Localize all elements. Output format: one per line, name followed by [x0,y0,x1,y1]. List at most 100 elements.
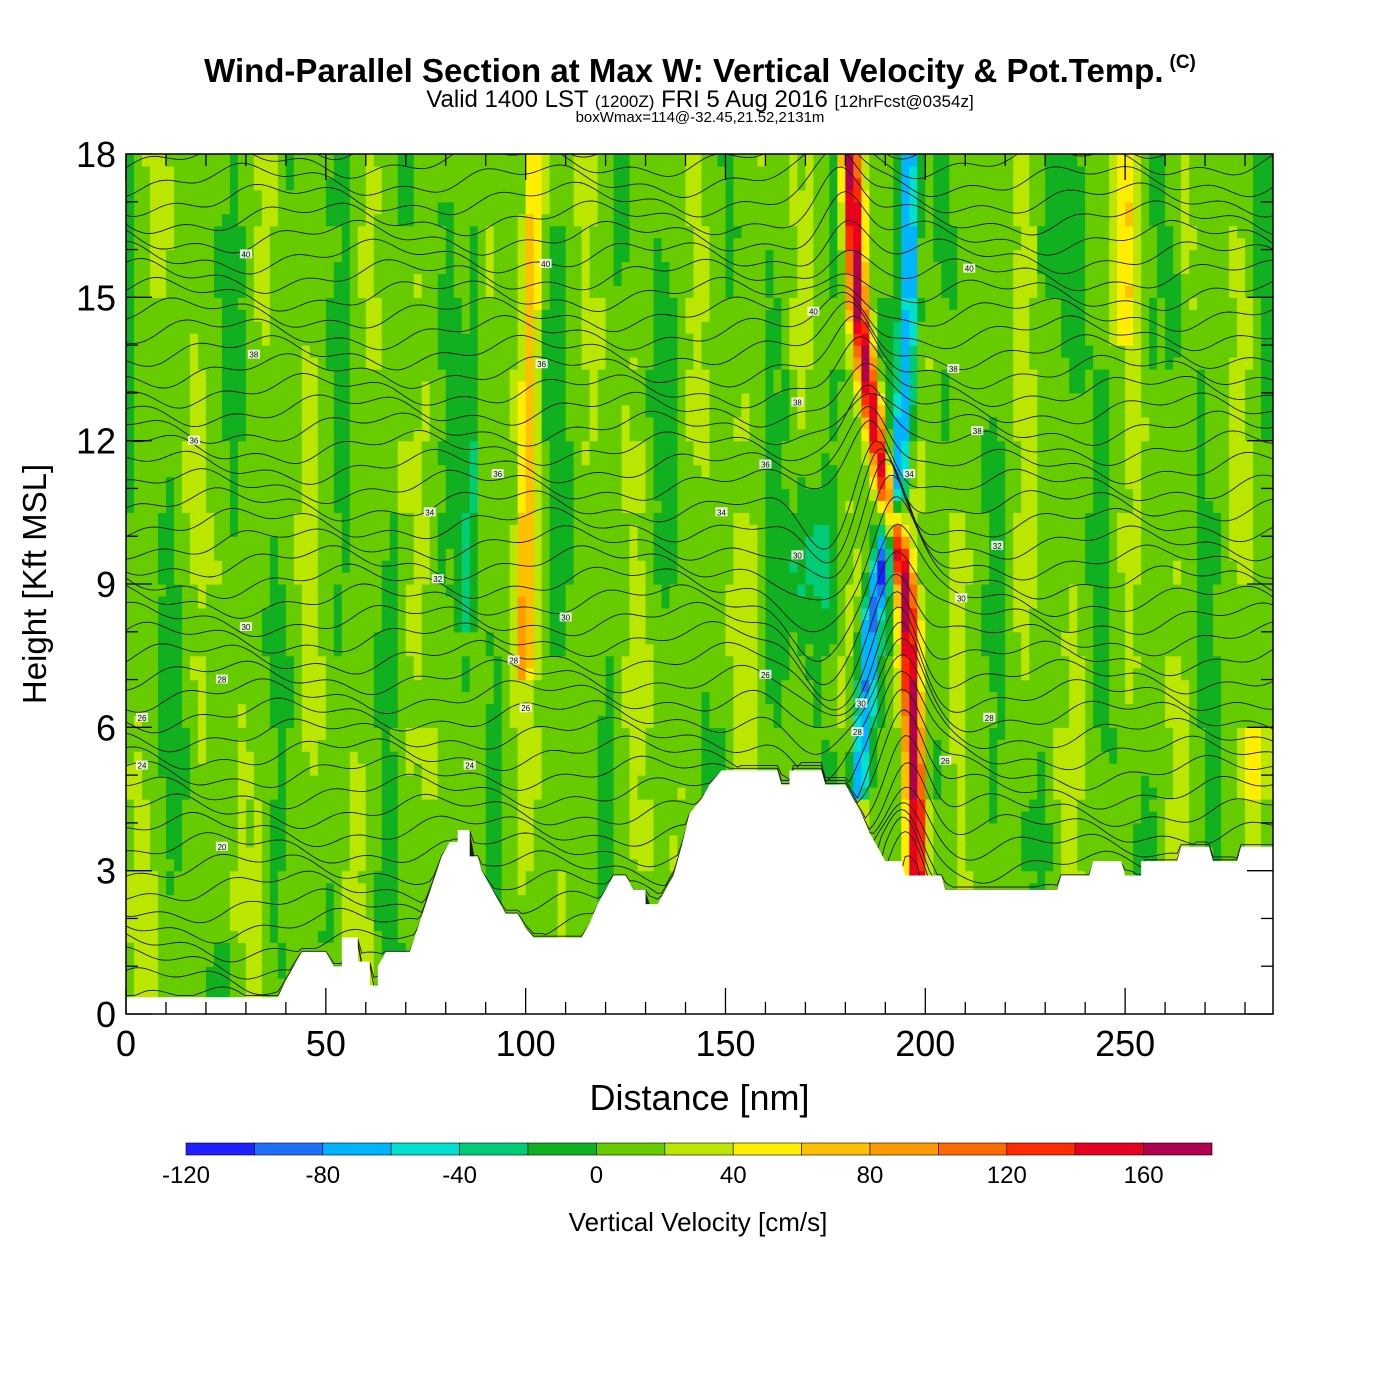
w-cell [469,416,479,430]
w-cell [157,225,167,239]
w-cell [501,177,511,191]
w-cell [501,452,511,466]
w-cell [517,906,527,920]
w-cell [141,225,151,239]
w-cell [549,572,559,585]
w-cell [621,440,631,454]
w-cell [205,154,215,167]
w-cell [653,500,663,513]
w-cell [325,165,335,179]
w-cell [333,476,343,490]
w-cell [301,858,311,872]
w-cell [405,201,415,215]
w-cell [285,822,295,836]
w-cell [261,213,271,227]
w-cell [126,249,135,263]
w-cell [285,261,295,275]
w-cell [165,154,175,167]
w-cell [301,846,311,860]
w-cell [645,858,655,872]
w-cell [381,643,391,657]
w-cell [525,595,535,609]
w-cell [445,213,455,227]
w-cell [285,345,295,358]
w-cell [541,643,551,657]
w-cell [373,858,383,872]
w-cell [397,810,407,824]
w-cell [126,619,135,633]
w-cell [149,345,159,358]
w-cell [597,392,607,406]
w-cell [253,488,263,501]
w-cell [637,333,647,346]
w-cell [533,691,543,705]
w-cell [301,834,311,848]
w-cell [637,619,647,633]
w-cell [189,643,199,657]
w-cell [133,787,143,800]
w-cell [269,369,279,382]
w-cell [589,512,599,525]
w-cell [653,691,663,705]
w-cell [669,703,679,716]
w-cell [365,619,375,633]
w-cell [221,858,231,872]
w-cell [173,369,183,382]
w-cell [181,858,191,872]
w-cell [605,213,615,227]
w-cell [509,858,519,872]
w-cell [229,213,239,227]
w-cell [229,942,239,955]
w-cell [589,548,599,561]
w-cell [421,882,431,896]
w-cell [253,966,263,979]
w-cell [189,177,199,191]
w-cell [421,476,431,490]
w-cell [453,500,463,513]
w-cell [317,548,327,561]
w-cell [285,906,295,920]
w-cell [157,667,167,681]
w-cell [429,536,439,549]
w-cell [605,619,615,633]
w-cell [597,584,607,597]
w-cell [349,643,359,657]
w-cell [517,357,527,370]
w-cell [397,799,407,812]
w-cell [637,584,647,597]
w-cell [277,380,287,394]
w-cell [301,799,311,812]
w-cell [565,273,575,286]
w-cell [285,404,295,418]
w-cell [557,369,567,382]
w-cell [549,846,559,860]
w-cell [221,607,231,621]
w-cell [525,440,535,454]
w-cell [597,369,607,382]
w-cell [197,775,207,788]
w-cell [213,595,223,609]
w-cell [293,595,303,609]
w-cell [157,154,167,167]
w-cell [213,345,223,358]
w-cell [629,154,639,167]
w-cell [317,452,327,466]
w-cell [261,942,271,955]
chart-title: Wind-Parallel Section at Max W: Vertical… [0,52,1400,90]
w-cell [317,416,327,430]
w-cell [349,333,359,346]
w-cell [541,631,551,645]
w-cell [165,548,175,561]
w-cell [365,655,375,669]
w-cell [189,428,199,442]
w-cell [565,775,575,788]
w-cell [309,357,319,370]
w-cell [309,846,319,860]
w-cell [277,882,287,896]
w-cell [509,560,519,573]
w-cell [629,261,639,275]
w-cell [541,894,551,908]
w-cell [389,416,399,430]
w-cell [213,273,223,286]
w-cell [229,882,239,896]
